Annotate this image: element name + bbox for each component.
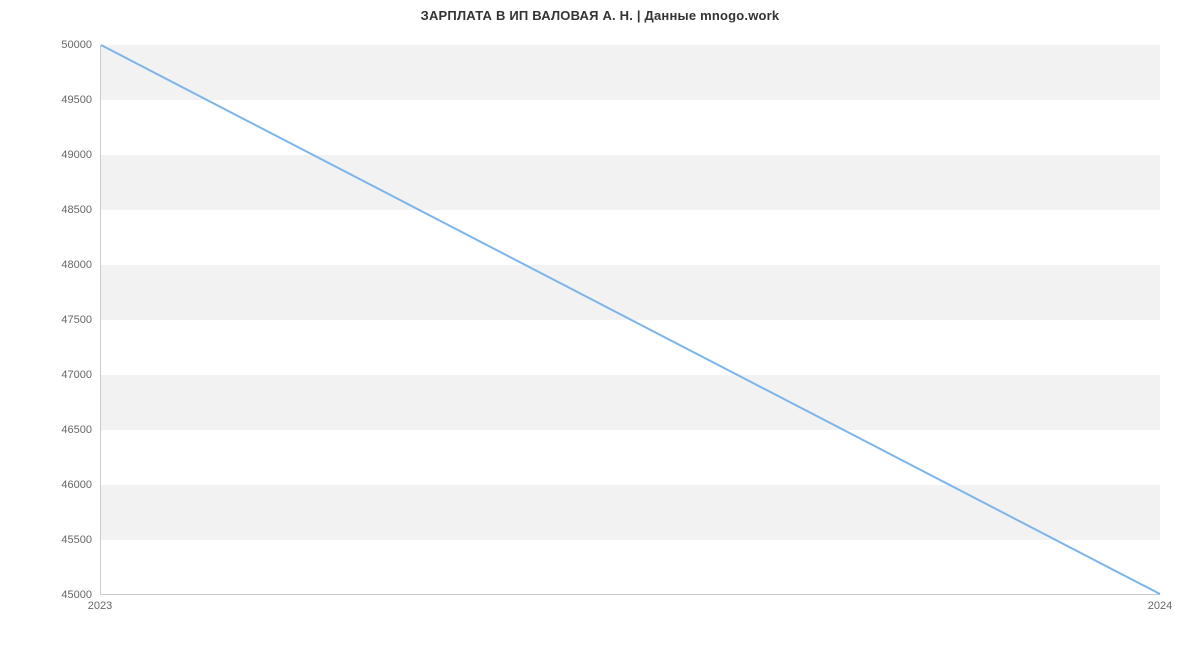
y-tick-label: 49000	[12, 149, 92, 161]
line-series	[101, 45, 1160, 594]
y-tick-label: 50000	[12, 39, 92, 51]
series-line-salary	[101, 45, 1160, 594]
x-tick-label: 2023	[88, 600, 112, 612]
y-tick-label: 48500	[12, 204, 92, 216]
x-tick-label: 2024	[1148, 600, 1172, 612]
y-tick-label: 45500	[12, 534, 92, 546]
salary-line-chart: ЗАРПЛАТА В ИП ВАЛОВАЯ А. Н. | Данные mno…	[0, 0, 1200, 650]
y-tick-label: 48000	[12, 259, 92, 271]
y-tick-label: 47500	[12, 314, 92, 326]
y-tick-label: 47000	[12, 369, 92, 381]
plot-area	[100, 45, 1160, 595]
y-tick-label: 45000	[12, 589, 92, 601]
y-tick-label: 46000	[12, 479, 92, 491]
chart-title: ЗАРПЛАТА В ИП ВАЛОВАЯ А. Н. | Данные mno…	[0, 8, 1200, 23]
y-tick-label: 49500	[12, 94, 92, 106]
y-tick-label: 46500	[12, 424, 92, 436]
